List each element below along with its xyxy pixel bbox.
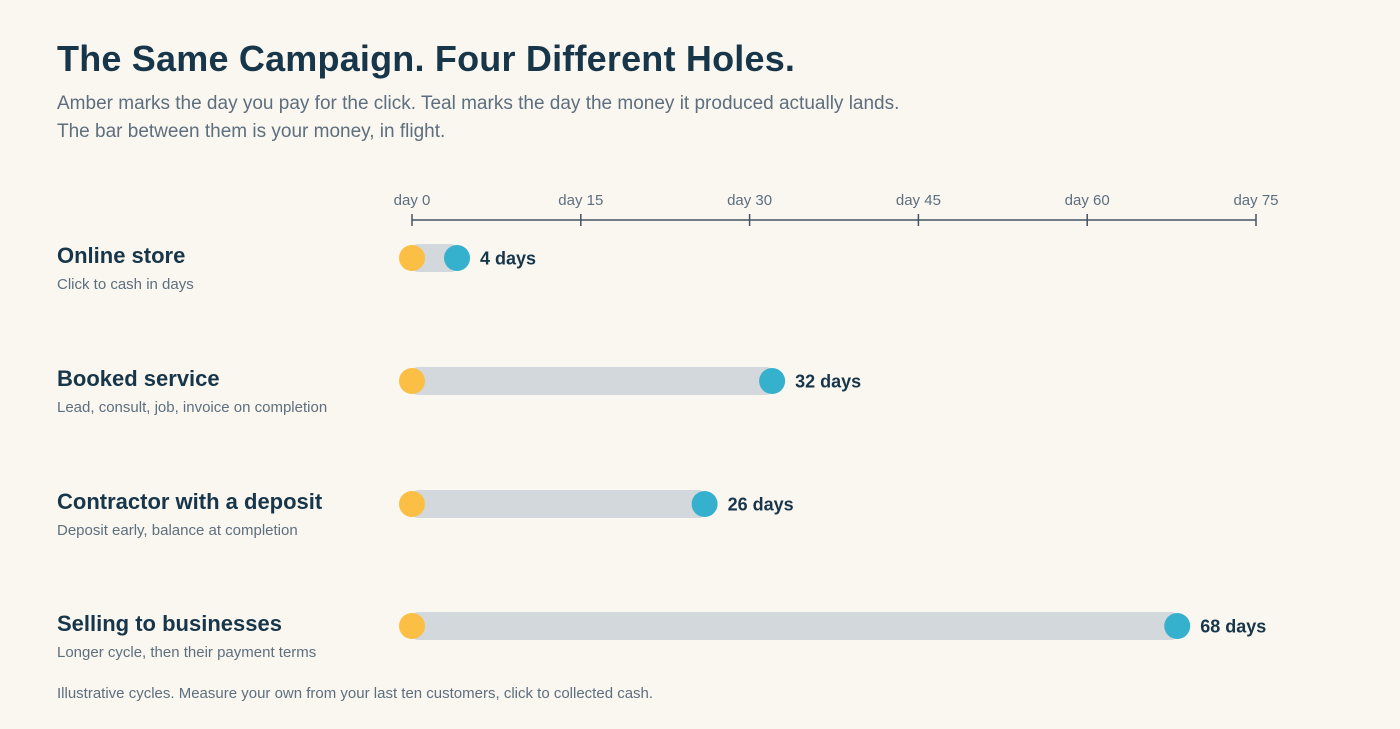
x-axis-tick-label: day 60 [1065, 192, 1110, 209]
x-axis-tick-label: day 0 [394, 192, 431, 209]
row-desc-online-store: Click to cash in days [57, 276, 194, 293]
click-day-dot [399, 491, 425, 517]
click-day-dot [399, 368, 425, 394]
footnote: Illustrative cycles. Measure your own fr… [57, 685, 654, 702]
x-axis-tick-label: day 75 [1233, 192, 1278, 209]
cash-day-dot [1164, 613, 1191, 639]
row-desc-businesses: Longer cycle, then their payment terms [57, 644, 317, 661]
duration-label: 32 days [795, 372, 861, 392]
in-flight-bar [412, 612, 1178, 640]
x-axis-tick-label: day 15 [558, 192, 603, 209]
in-flight-bar [412, 367, 773, 395]
cash-day-dot [759, 368, 786, 394]
click-day-dot [399, 245, 425, 271]
row-desc-booked-service: Lead, consult, job, invoice on completio… [57, 399, 328, 416]
row-title-contractor: Contractor with a deposit [57, 489, 323, 514]
row-title-businesses: Selling to businesses [57, 611, 282, 636]
duration-label: 26 days [728, 495, 794, 515]
page-title: The Same Campaign. Four Different Holes. [57, 38, 796, 79]
cash-day-dot [444, 245, 471, 271]
duration-label: 4 days [480, 249, 536, 269]
in-flight-bar [412, 244, 458, 272]
duration-label: 68 days [1200, 617, 1266, 637]
subtitle-line-1: Amber marks the day you pay for the clic… [57, 93, 900, 114]
x-axis-tick-label: day 45 [896, 192, 941, 209]
row-desc-contractor: Deposit early, balance at completion [57, 522, 298, 539]
subtitle-line-2: The bar between them is your money, in f… [57, 121, 446, 142]
in-flight-bar [412, 490, 705, 518]
cash-day-dot [691, 491, 718, 517]
x-axis-tick-label: day 30 [727, 192, 772, 209]
click-day-dot [399, 613, 425, 639]
row-title-booked-service: Booked service [57, 366, 220, 391]
row-title-online-store: Online store [57, 243, 186, 268]
